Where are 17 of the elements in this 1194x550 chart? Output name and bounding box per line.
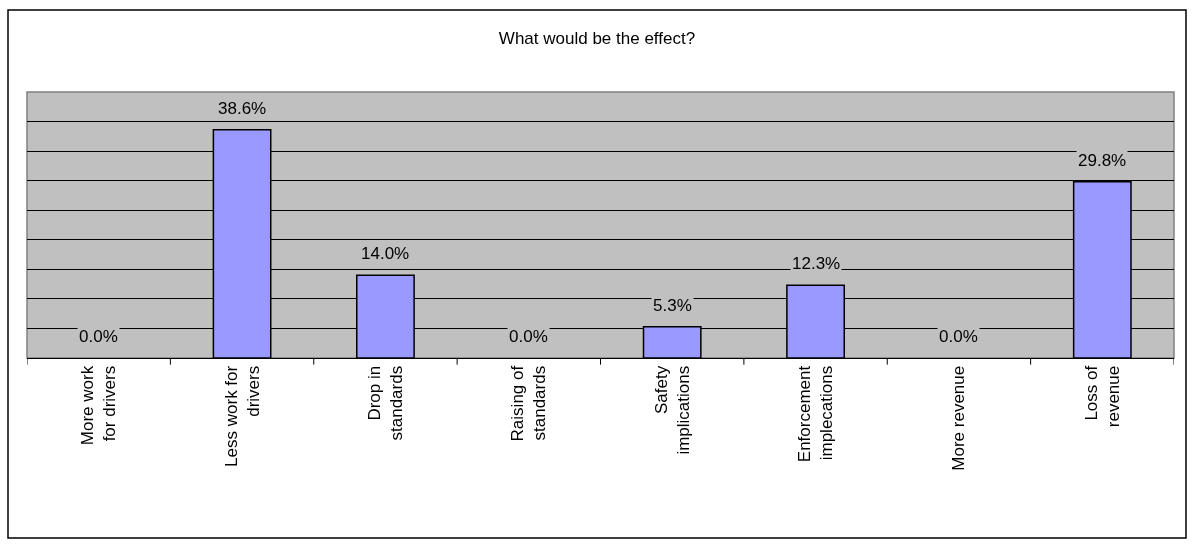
x-tick-label: Raising of standards [508, 365, 550, 442]
x-tick-label: More work for drivers [78, 365, 120, 446]
data-label: 5.3% [653, 296, 692, 315]
data-label: 38.6% [218, 99, 267, 118]
data-label: 14.0% [361, 244, 410, 263]
x-tick-label: Safety implications [651, 365, 693, 455]
chart-title: What would be the effect? [498, 29, 696, 49]
x-tick-label: Enforcement implecations [795, 365, 837, 463]
x-tick-label: Drop in standards [364, 365, 407, 441]
data-label: 29.8% [1078, 151, 1127, 170]
x-tick-label: More revenue [949, 365, 969, 471]
data-label: 12.3% [792, 254, 841, 273]
data-label: 0.0% [939, 327, 978, 346]
data-label: 0.0% [79, 327, 118, 346]
data-label: 0.0% [509, 327, 548, 346]
x-tick-label: Less work for drivers [221, 365, 263, 467]
x-tick-label: Loss of revenue [1081, 365, 1123, 428]
